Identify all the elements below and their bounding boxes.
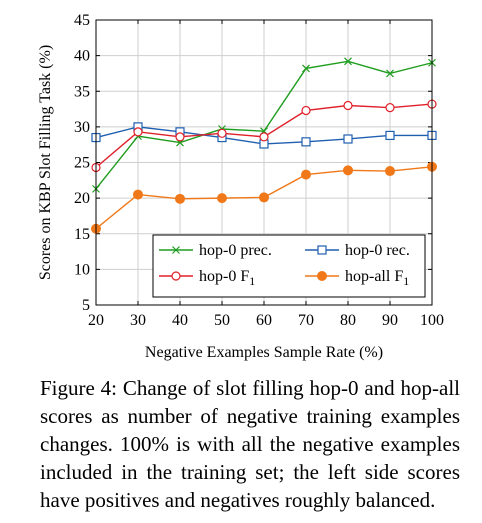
data-point	[133, 127, 143, 137]
data-point	[317, 245, 327, 255]
legend-box	[152, 234, 426, 298]
data-point	[175, 132, 185, 142]
y-tick-label: 20	[74, 190, 90, 207]
y-tick-label: 35	[74, 83, 90, 100]
plot-frame	[95, 19, 433, 306]
x-tick-label: 100	[420, 312, 444, 329]
data-point	[343, 100, 353, 111]
legend-label: hop-all F1	[345, 268, 409, 288]
data-point	[343, 165, 353, 176]
data-point	[301, 169, 311, 180]
data-point	[301, 137, 311, 147]
data-point	[133, 189, 143, 200]
x-tick-label: 60	[256, 312, 272, 329]
legend-item: hop-0 F1	[159, 268, 255, 288]
x-tick-label: 40	[172, 312, 188, 329]
y-tick-label: 15	[74, 226, 90, 243]
x-axis-ticks: 20 30 40 50 60 70 80 90 100	[88, 20, 444, 329]
data-point	[385, 166, 395, 177]
data-point	[385, 103, 395, 113]
y-tick-label: 30	[74, 119, 90, 136]
data-point	[301, 105, 311, 116]
y-tick-label: 10	[74, 261, 90, 278]
legend-item: hop-0 rec.	[305, 242, 410, 259]
y-tick-label: 5	[82, 297, 90, 314]
data-point	[217, 128, 227, 138]
y-tick-label: 45	[74, 12, 90, 29]
data-point	[386, 69, 394, 78]
data-point	[385, 130, 395, 141]
legend-label: hop-0 prec.	[199, 242, 272, 259]
data-point	[172, 246, 180, 254]
figure-caption: Figure 4: Change of slot filling hop-0 a…	[40, 376, 460, 512]
x-tick-label: 90	[382, 312, 398, 329]
data-point	[344, 57, 352, 66]
x-tick-label: 70	[298, 312, 314, 329]
data-point	[171, 271, 181, 281]
x-tick-label: 20	[88, 312, 104, 329]
legend-label: hop-0 F1	[199, 268, 255, 288]
data-point	[302, 64, 310, 73]
data-point	[175, 193, 185, 204]
data-point	[259, 132, 269, 142]
legend-label: hop-0 rec.	[345, 242, 410, 259]
y-tick-label: 25	[74, 155, 90, 172]
x-tick-label: 50	[214, 312, 230, 329]
x-tick-label: 30	[130, 312, 146, 329]
line-chart: 5 10 15 20 25 30 35 40 45 20 30 40 50 60 70 80 90 100 Sc…	[37, 12, 444, 361]
legend-item: hop-all F1	[305, 268, 409, 288]
legend: hop-0 prec. hop-0 rec. hop-0 F1 hop-all F1	[152, 234, 426, 298]
y-tick-label: 40	[74, 48, 90, 65]
y-axis-ticks: 5 10 15 20 25 30 35 40 45	[74, 12, 432, 314]
y-axis-label: Scores on KBP Slot Filling Task (%)	[37, 45, 54, 280]
x-axis-label: Negative Examples Sample Rate (%)	[145, 344, 383, 361]
data-point	[343, 134, 353, 144]
legend-item: hop-0 prec.	[159, 242, 272, 259]
series-3	[91, 99, 437, 173]
data-point	[317, 271, 327, 281]
x-tick-label: 80	[340, 312, 356, 329]
series-layer	[91, 57, 437, 234]
data-point	[217, 193, 227, 204]
data-point	[259, 192, 269, 203]
